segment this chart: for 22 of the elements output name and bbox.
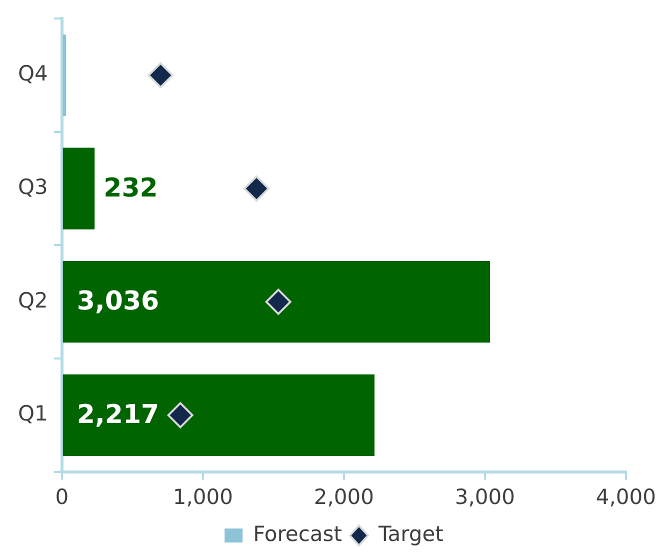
data-label: 232 [104,173,158,204]
x-tick-label: 4,000 [596,484,656,509]
point [148,62,174,88]
y-tick-label: Q4 [18,62,48,86]
data-label: 2,217 [76,400,160,430]
point [265,288,292,315]
bar [62,261,490,343]
bar [62,34,66,116]
legend-label: Target [377,522,444,546]
legend-label: Forecast [253,522,342,546]
point [243,176,270,202]
x-tick-label: 2,000 [314,484,374,509]
point [167,402,194,428]
data-label: 3,036 [76,286,160,317]
x-tick-label: 0 [55,484,69,509]
bar [62,148,95,230]
y-tick-label: Q3 [18,175,48,200]
y-tick-label: Q2 [18,288,48,312]
y-tick-label: Q1 [18,402,48,426]
bar [62,374,375,456]
x-tick-label: 1,000 [172,484,233,509]
x-tick-label: 3,000 [454,484,515,509]
